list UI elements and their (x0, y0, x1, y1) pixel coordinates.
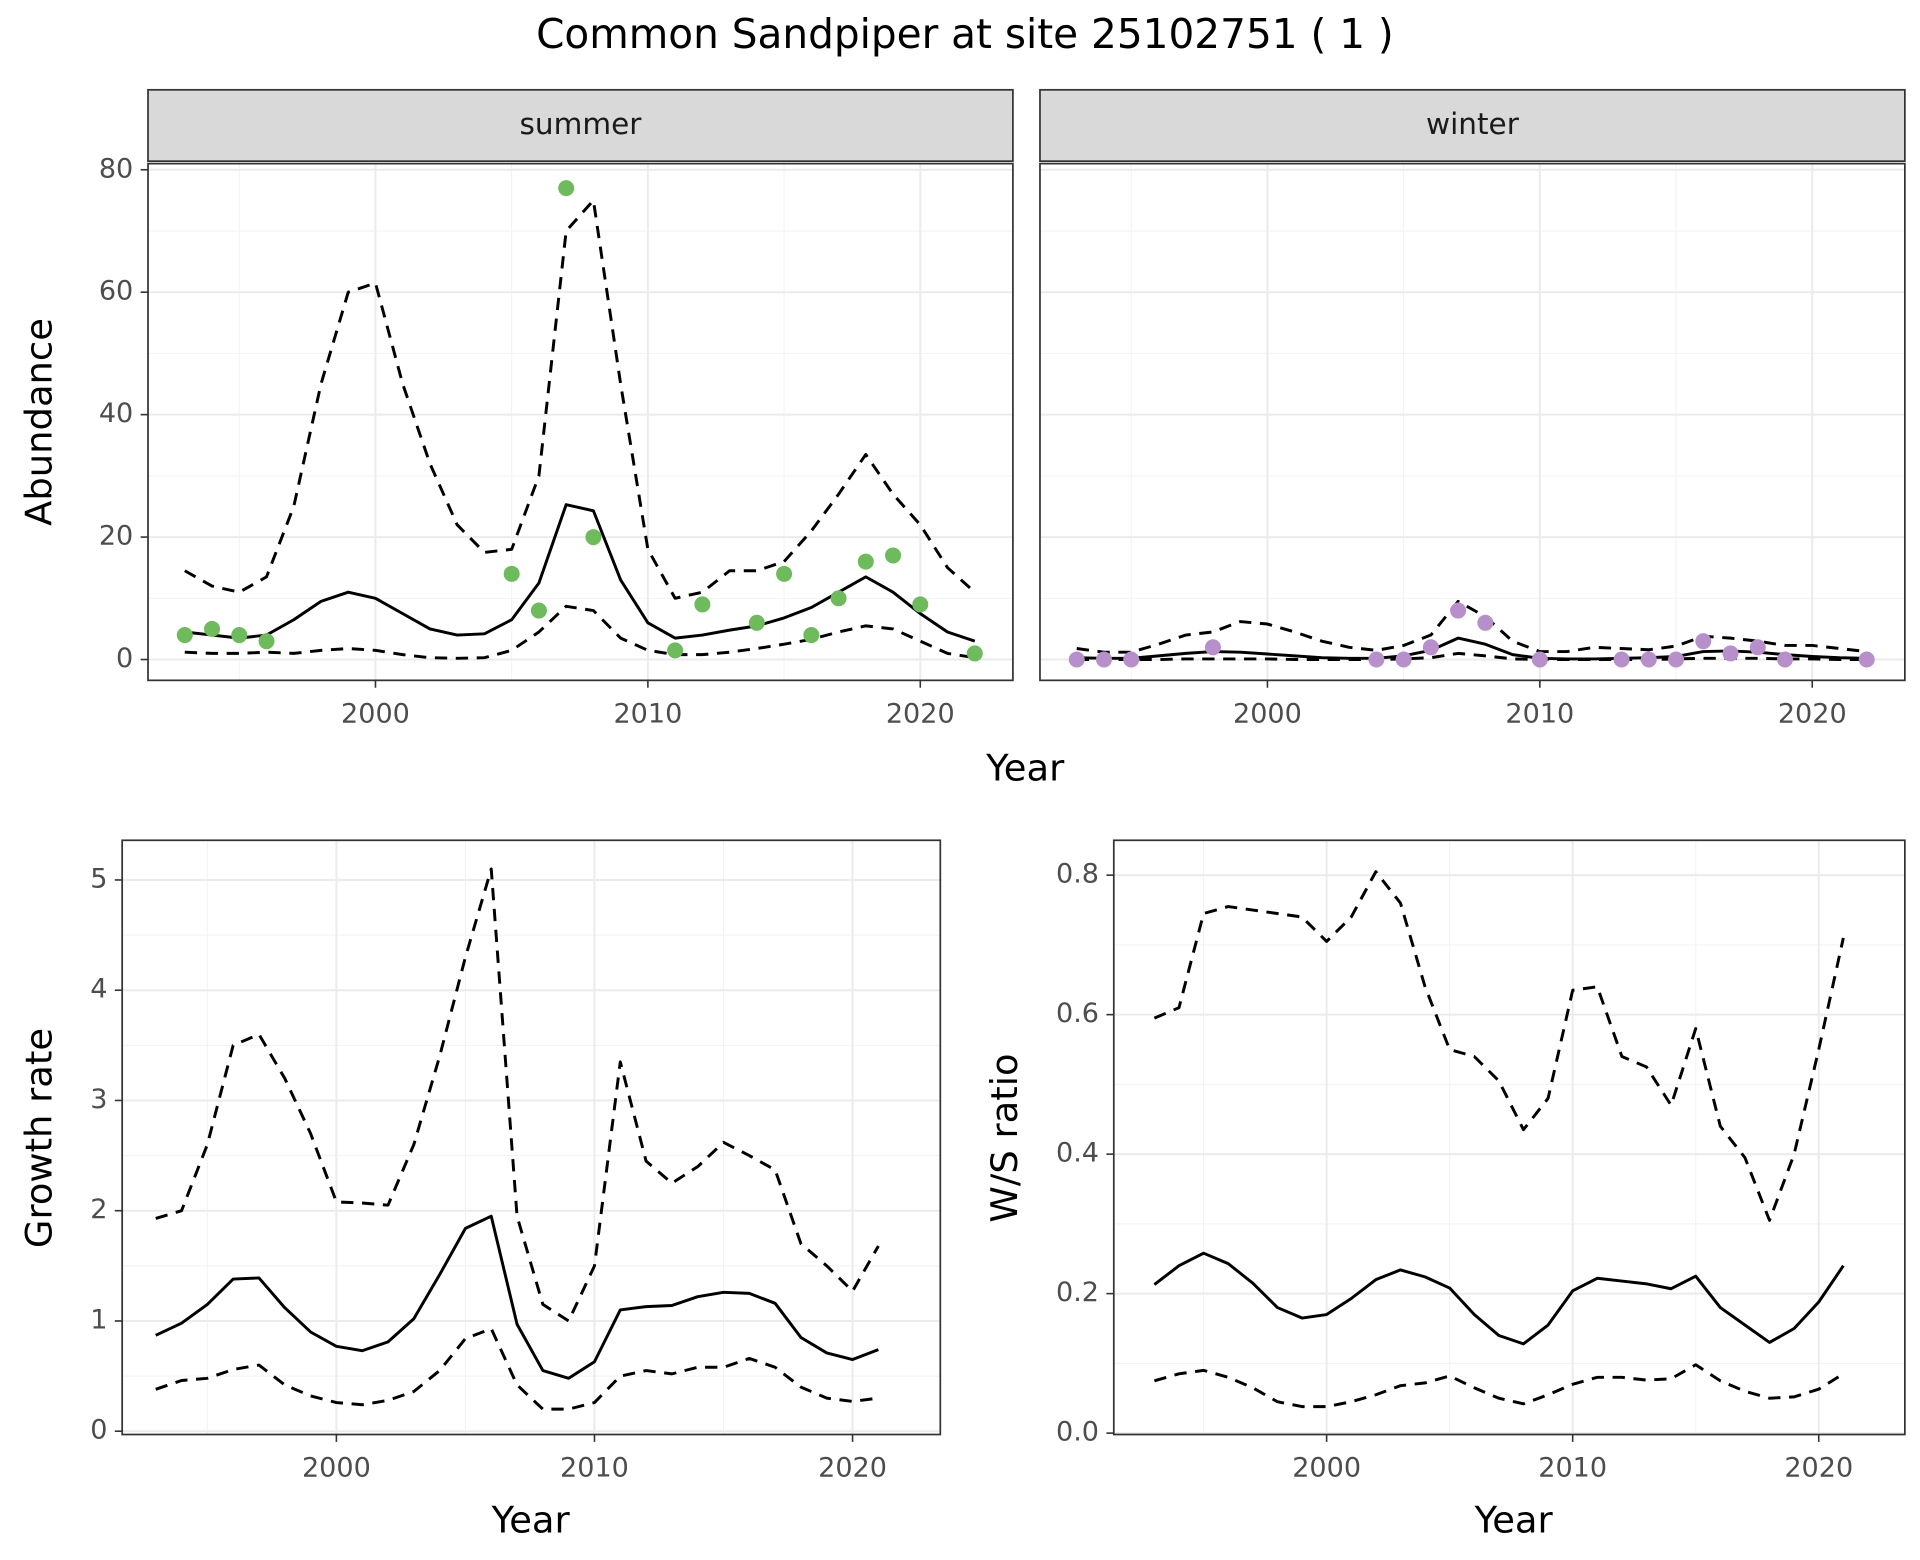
data-point (1395, 651, 1412, 668)
y-tick-label: 5 (90, 863, 107, 894)
data-point (1640, 651, 1657, 668)
x-tick-label: 2020 (1784, 1452, 1853, 1483)
x-axis-title: Year (1474, 1498, 1554, 1541)
x-tick-label: 2000 (302, 1452, 371, 1483)
data-point (885, 547, 902, 564)
data-point (585, 529, 602, 546)
data-point (1777, 651, 1793, 668)
strip-label: summer (520, 107, 643, 141)
data-point (1613, 651, 1630, 668)
panel: 2000 2010 2020 0 1 2 3 4 5 Year Growth rate (17, 839, 942, 1541)
panel-border (1039, 162, 1906, 682)
x-tick-label: 2020 (886, 698, 955, 729)
data-point (1123, 651, 1140, 668)
data-point (1204, 639, 1221, 656)
data-point (1477, 614, 1494, 631)
data-point (1695, 633, 1712, 650)
panel-background (122, 840, 941, 1435)
data-point (204, 620, 221, 637)
y-tick-label: 60 (99, 276, 133, 307)
strip-label: winter (1426, 107, 1520, 141)
data-point (912, 596, 929, 613)
interval-line (155, 867, 880, 1323)
data-point (1722, 645, 1739, 662)
data-point (530, 602, 547, 619)
interval-line (1153, 1363, 1845, 1409)
y-tick-label: 80 (99, 153, 133, 184)
data-point (748, 614, 765, 631)
x-tick-label: 2020 (818, 1452, 887, 1483)
y-tick-label: 0 (90, 1415, 107, 1446)
data-point (558, 180, 575, 197)
y-axis-title: Abundance (17, 318, 60, 526)
y-tick-label: 0.2 (1056, 1277, 1099, 1308)
x-tick-label: 2010 (613, 698, 682, 729)
panel: 2000 2010 2020 0.0 0.2 0.4 0.6 0.8 Year W/S ratio (983, 839, 1906, 1541)
data-point (1450, 602, 1467, 619)
panel: 2000 2010 2020 0 20 40 60 80 summer Year Abundance (17, 88, 1065, 790)
y-tick-label: 3 (90, 1084, 107, 1115)
panel-background (1113, 840, 1905, 1435)
x-tick-label: 2000 (1233, 698, 1302, 729)
strip (147, 88, 1014, 163)
y-tick-label: 0 (116, 643, 133, 674)
data-point (1858, 651, 1875, 668)
y-tick-label: 0.4 (1056, 1138, 1099, 1169)
y-tick-label: 4 (90, 974, 107, 1005)
data-point (231, 627, 248, 644)
data-point (803, 627, 820, 644)
y-tick-label: 20 (99, 521, 133, 552)
interval-line (184, 198, 976, 600)
data-point (503, 565, 520, 582)
data-point (1749, 639, 1766, 656)
panel-background (1039, 163, 1905, 681)
x-tick-label: 2000 (341, 698, 410, 729)
x-tick-label: 2010 (1538, 1452, 1607, 1483)
data-point (857, 553, 874, 570)
y-axis-title: Growth rate (17, 1028, 60, 1248)
data-point (1368, 651, 1385, 668)
interval-line (1076, 599, 1867, 654)
x-tick-label: 2010 (560, 1452, 629, 1483)
trend-line (155, 1214, 879, 1380)
data-point (1422, 639, 1439, 656)
x-tick-label: 2000 (1292, 1452, 1361, 1483)
data-point (1531, 651, 1548, 668)
strip (1039, 88, 1906, 163)
panel-border (1112, 839, 1906, 1436)
y-axis-title: W/S ratio (983, 1053, 1026, 1222)
x-axis-title: Year (491, 1498, 571, 1541)
figure-title: Common Sandpiper at site 25102751 ( 1 ) (536, 10, 1394, 58)
data-point (1068, 651, 1085, 668)
y-tick-label: 0.6 (1056, 998, 1099, 1029)
interval-line (1153, 870, 1845, 1222)
panel: 2000 2010 2020 winter (1039, 88, 1906, 729)
trend-line (184, 503, 976, 643)
panel-border (147, 162, 1014, 682)
interval-line (184, 604, 975, 660)
data-point (667, 642, 684, 659)
interval-line (155, 1327, 879, 1411)
data-point (830, 590, 847, 607)
y-tick-label: 1 (90, 1304, 107, 1335)
panel-background (148, 163, 1013, 681)
data-point (966, 645, 983, 662)
data-point (1095, 651, 1112, 668)
x-tick-label: 2020 (1778, 698, 1847, 729)
data-point (776, 565, 793, 582)
y-tick-label: 2 (90, 1194, 107, 1225)
data-point (176, 627, 193, 644)
y-tick-label: 0.0 (1056, 1417, 1099, 1448)
y-tick-label: 0.8 (1056, 859, 1099, 890)
data-point (258, 633, 275, 650)
panel-border (121, 839, 942, 1436)
y-tick-label: 40 (99, 398, 133, 429)
trend-line (1153, 1251, 1845, 1346)
data-point (694, 596, 711, 613)
x-axis-title: Year (985, 747, 1065, 790)
data-point (1668, 651, 1685, 668)
x-tick-label: 2010 (1505, 698, 1574, 729)
